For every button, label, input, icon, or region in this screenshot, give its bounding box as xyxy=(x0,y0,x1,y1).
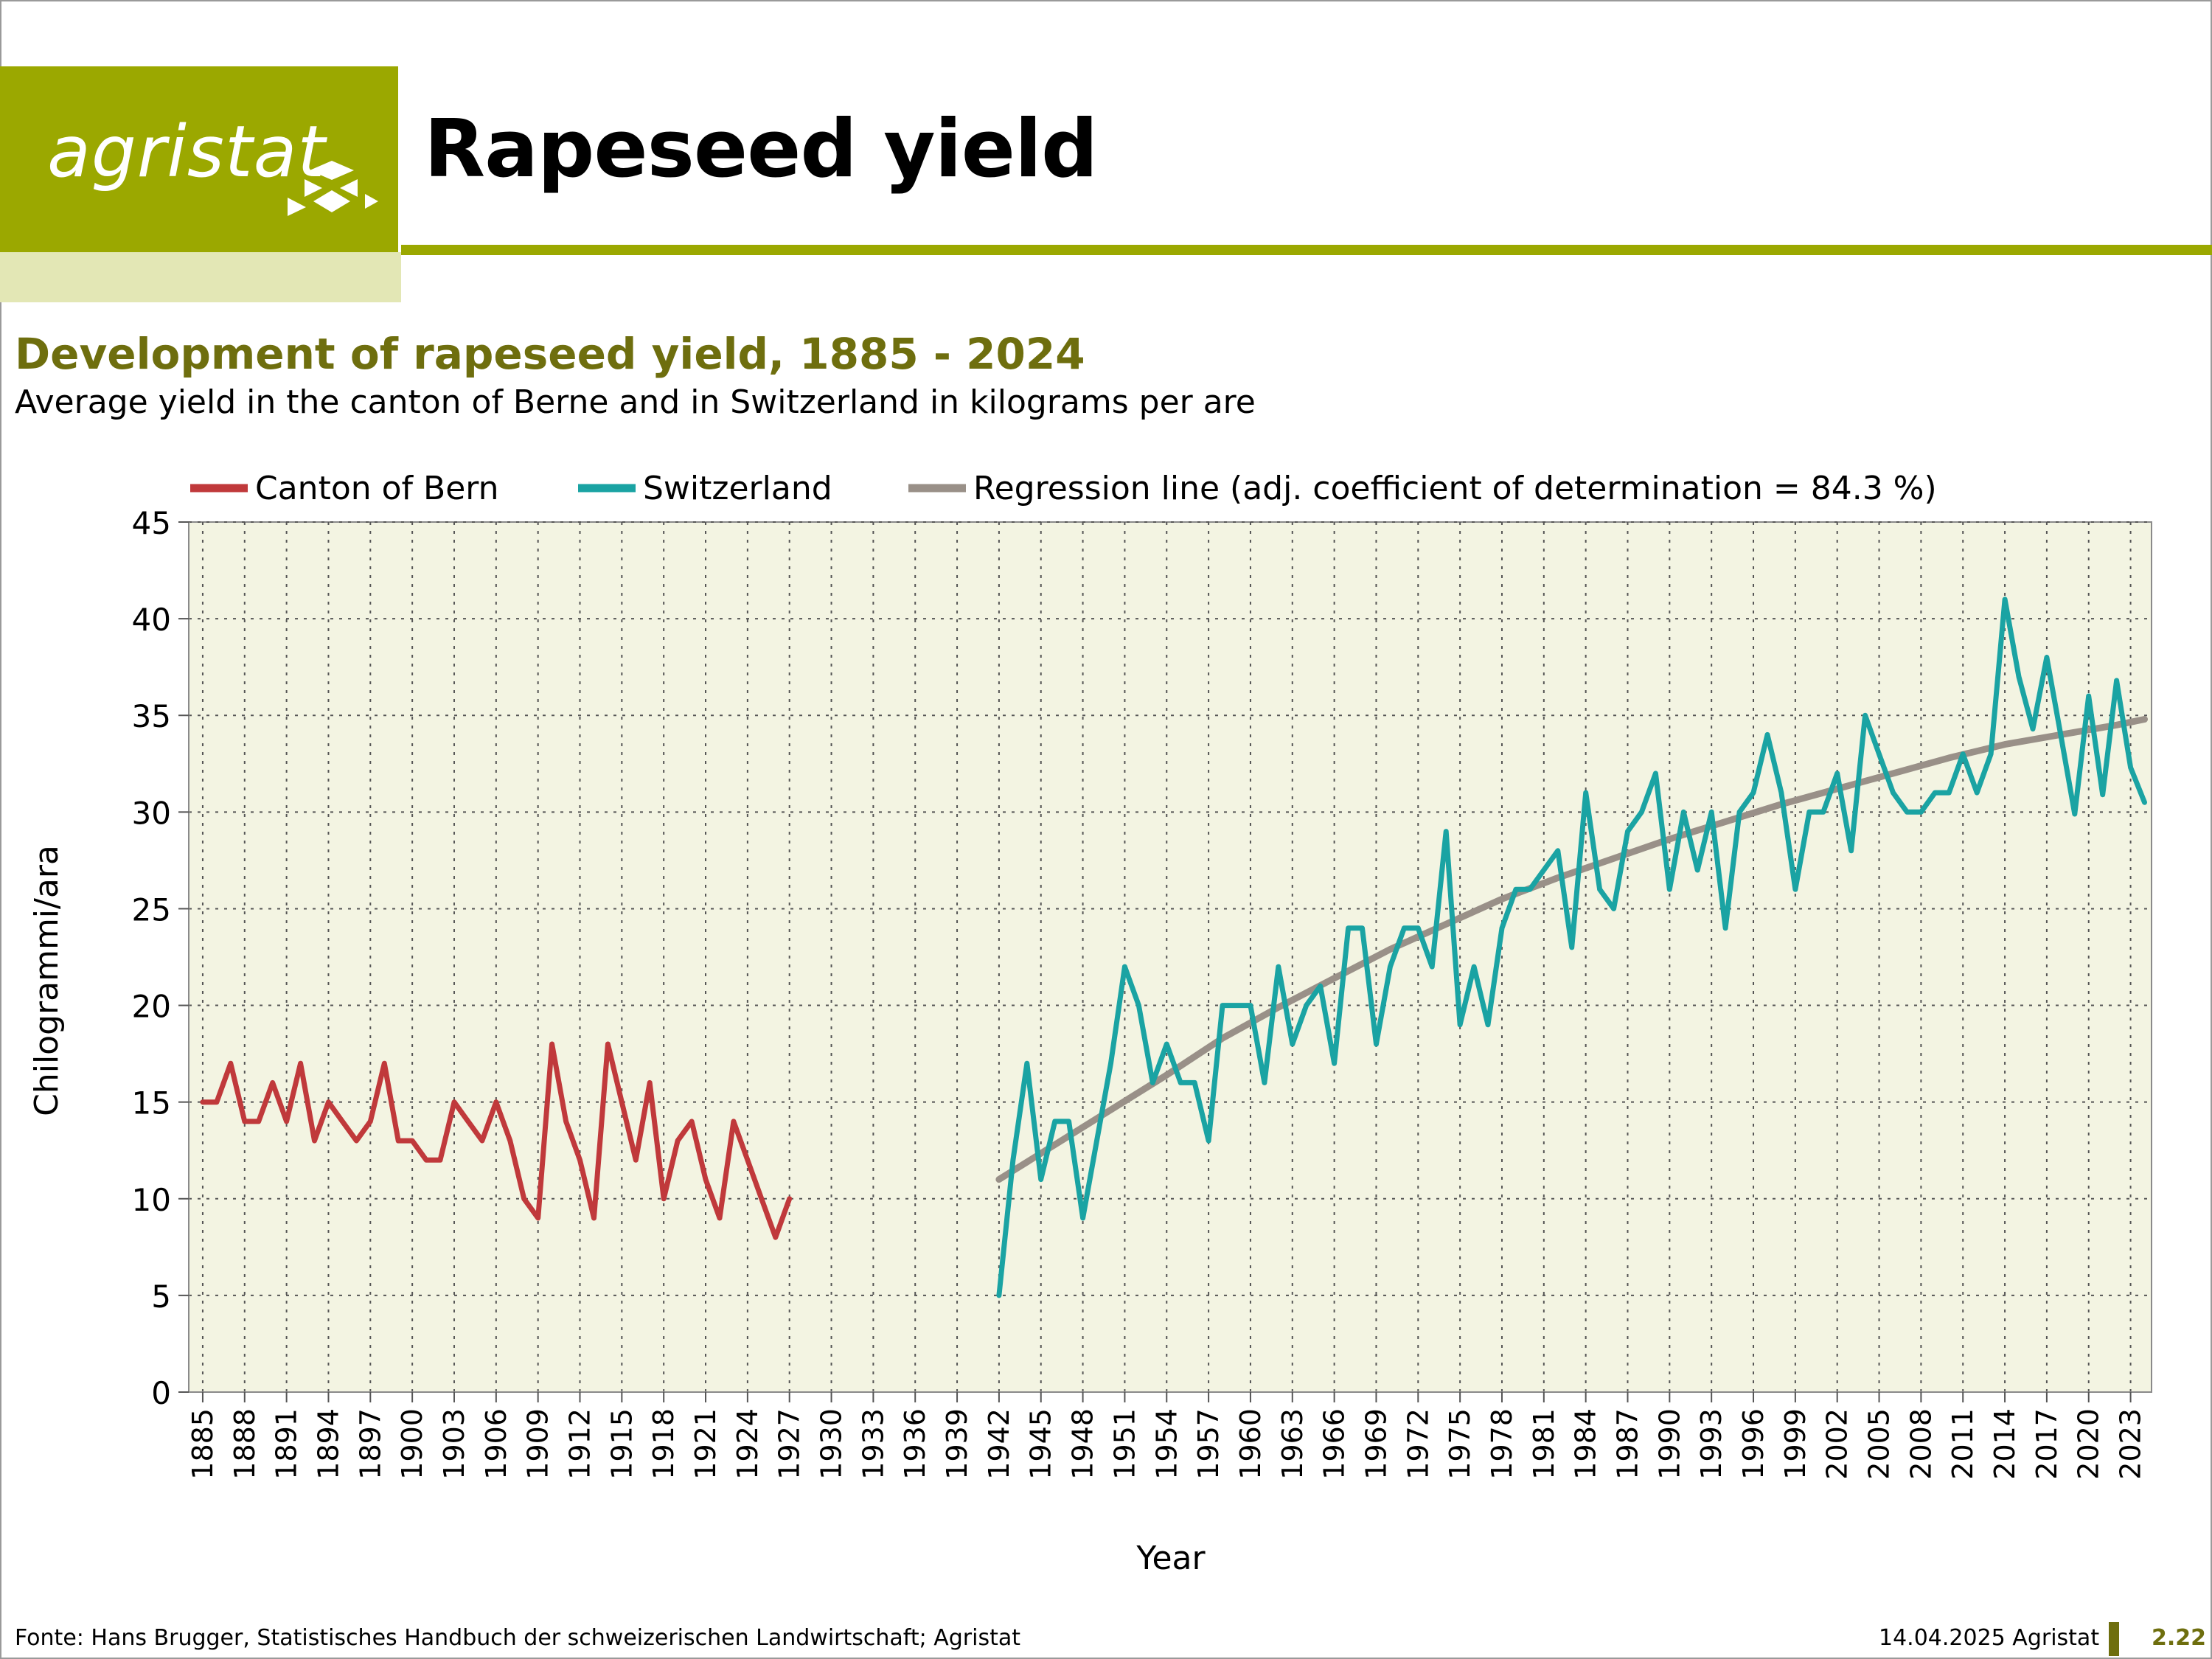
x-tick-label: 1999 xyxy=(1779,1408,1812,1480)
x-tick-label: 1939 xyxy=(941,1408,973,1480)
y-axis-label: Chilogrammi/ara xyxy=(28,845,66,1116)
x-tick-label: 1942 xyxy=(983,1408,1015,1480)
logo-mark-icon xyxy=(288,161,378,216)
x-tick-label: 1996 xyxy=(1737,1408,1770,1480)
logo-box xyxy=(0,66,398,252)
x-tick-label: 1990 xyxy=(1653,1408,1686,1480)
x-axis-label: Year xyxy=(1135,1540,1206,1577)
y-tick-label: 15 xyxy=(132,1085,171,1121)
x-tick-label: 1933 xyxy=(857,1408,889,1480)
x-tick-label: 1912 xyxy=(564,1408,597,1480)
series-line-switzerland xyxy=(996,597,2147,1298)
logo-text: agristat xyxy=(47,111,327,193)
x-tick-label: 1924 xyxy=(731,1408,764,1480)
x-tick-label: 1909 xyxy=(522,1408,554,1480)
line-chart: 0 5 10 15 20 25 30 35 40 45 1885 1888 1891 1894 1897 19… xyxy=(28,470,2152,1577)
footer-source: Fonte: Hans Brugger, Statistisches Handb… xyxy=(15,1625,1021,1651)
x-tick-label: 1945 xyxy=(1025,1408,1057,1480)
x-tick-label: 2014 xyxy=(1989,1408,2021,1480)
x-tick-label: 1972 xyxy=(1402,1408,1434,1480)
x-tick-label: 1993 xyxy=(1695,1408,1728,1480)
header-rule xyxy=(401,245,2212,255)
x-tick-label: 1954 xyxy=(1150,1408,1183,1480)
x-tick-label: 1984 xyxy=(1570,1408,1602,1480)
y-tick-label: 10 xyxy=(132,1182,171,1218)
x-tick-label: 1903 xyxy=(438,1408,470,1480)
x-tick-label: 1987 xyxy=(1612,1408,1644,1480)
y-tick-label: 30 xyxy=(132,795,171,831)
legend-label: Canton of Bern xyxy=(255,470,498,507)
x-tick-label: 1978 xyxy=(1486,1408,1518,1480)
x-tick-label: 1960 xyxy=(1234,1408,1267,1480)
x-tick-label: 1948 xyxy=(1067,1408,1099,1480)
x-tick-label: 2011 xyxy=(1947,1408,1979,1480)
y-tick-label: 5 xyxy=(151,1279,171,1315)
x-tick-label: 1927 xyxy=(773,1408,806,1480)
page-title: Rapeseed yield xyxy=(424,103,1098,195)
x-tick-label: 2020 xyxy=(2073,1408,2105,1480)
x-tick-label: 1957 xyxy=(1192,1408,1225,1480)
x-tick-label: 1906 xyxy=(480,1408,512,1480)
chart-title: Development of rapeseed yield, 1885 - 20… xyxy=(15,329,1085,379)
x-tick-label: 1963 xyxy=(1276,1408,1309,1480)
x-tick-label: 1969 xyxy=(1360,1408,1392,1480)
y-tick-label: 25 xyxy=(132,891,171,928)
x-tick-label: 1981 xyxy=(1528,1408,1560,1480)
footer-date: 14.04.2025 Agristat xyxy=(1879,1625,2100,1651)
x-tick-label: 1915 xyxy=(605,1408,638,1480)
page-number: 2.22 xyxy=(2152,1625,2207,1651)
footer-divider xyxy=(2109,1622,2119,1656)
series-line-regression xyxy=(995,716,2148,1183)
x-tick-label: 2023 xyxy=(2115,1408,2147,1480)
x-tick-label: 1888 xyxy=(229,1408,261,1480)
x-tick-label: 1951 xyxy=(1108,1408,1141,1480)
x-tick-label: 1897 xyxy=(354,1408,386,1480)
x-tick-label: 2008 xyxy=(1905,1408,1937,1480)
legend-label: Regression line (adj. coefficient of det… xyxy=(973,470,1937,507)
x-tick-label: 1891 xyxy=(271,1408,303,1480)
y-tick-label: 0 xyxy=(151,1375,171,1411)
x-tick-label: 1894 xyxy=(312,1408,344,1480)
legend-label: Switzerland xyxy=(643,470,832,507)
y-tick-label: 20 xyxy=(132,989,171,1025)
x-tick-label: 2005 xyxy=(1863,1408,1896,1480)
x-tick-label: 2002 xyxy=(1821,1408,1854,1480)
x-tick-label: 1975 xyxy=(1444,1408,1476,1480)
y-tick-label: 45 xyxy=(132,505,171,541)
y-tick-label: 40 xyxy=(132,602,171,638)
x-tick-label: 1900 xyxy=(396,1408,428,1480)
x-tick-label: 1936 xyxy=(899,1408,931,1480)
x-tick-label: 1921 xyxy=(689,1408,722,1480)
x-tick-label: 1930 xyxy=(815,1408,848,1480)
x-tick-label: 1885 xyxy=(187,1408,219,1480)
x-tick-label: 2017 xyxy=(2031,1408,2063,1480)
plot-area xyxy=(188,521,2152,1393)
series-line-canton-of-bern xyxy=(200,1041,793,1240)
chart-subtitle: Average yield in the canton of Berne and… xyxy=(15,383,1256,421)
y-tick-label: 35 xyxy=(132,698,171,734)
logo-underbar xyxy=(0,252,401,302)
x-tick-label: 1918 xyxy=(647,1408,680,1480)
x-tick-label: 1966 xyxy=(1318,1408,1351,1480)
